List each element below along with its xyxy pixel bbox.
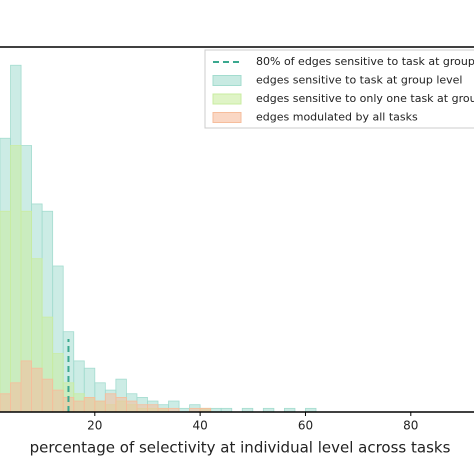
histogram-bar — [0, 393, 11, 413]
legend-label: edges sensitive to task at group level — [256, 74, 462, 87]
legend-swatch — [212, 112, 242, 123]
histogram-bar — [31, 367, 43, 413]
histogram-bar — [83, 396, 96, 413]
x-tick-label: 80 — [403, 419, 418, 433]
histogram-bar — [73, 400, 85, 413]
x-axis-label: percentage of selectivity at individual … — [30, 439, 451, 457]
legend-label: edges sensitive to only one task at grou… — [256, 92, 474, 105]
histogram-bar — [115, 396, 127, 413]
x-tick-label: 60 — [298, 419, 313, 433]
histogram-bar — [41, 378, 54, 413]
legend-label: 80% of edges sensitive to task at group … — [256, 55, 474, 68]
x-tick-label: 40 — [192, 419, 207, 433]
histogram-bar — [104, 393, 117, 413]
histogram-bar — [94, 400, 106, 413]
legend: 80% of edges sensitive to task at group … — [204, 49, 474, 129]
legend-box — [204, 49, 474, 129]
x-tick-label: 20 — [87, 419, 102, 433]
legend-label: edges modulated by all tasks — [256, 111, 418, 124]
legend-swatch — [212, 75, 242, 86]
histogram-bar — [0, 210, 11, 413]
histogram-bar — [126, 400, 138, 413]
histogram-bar — [10, 382, 22, 413]
histogram-bar — [52, 389, 64, 413]
histogram-bar — [10, 145, 22, 413]
histogram-bar — [147, 404, 159, 413]
histogram-bar — [20, 360, 32, 413]
histogram-bar — [136, 404, 148, 413]
legend-swatch — [212, 93, 242, 105]
